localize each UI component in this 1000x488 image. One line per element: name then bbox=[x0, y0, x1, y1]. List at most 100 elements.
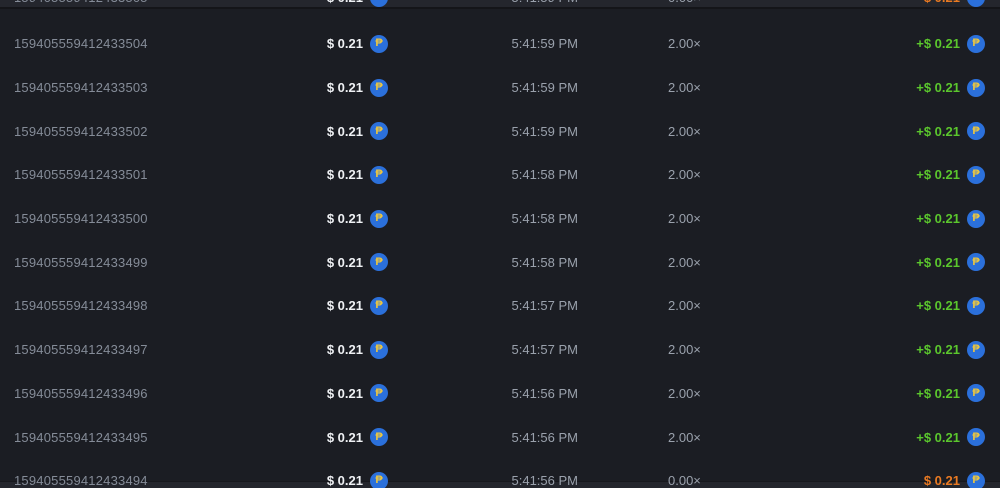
bet-multiplier: 2.00× bbox=[668, 167, 701, 183]
bet-multiplier: 2.00× bbox=[668, 429, 701, 445]
peso-coin-icon: ₱ bbox=[370, 0, 388, 7]
bet-multiplier: 0.00× bbox=[668, 0, 828, 5]
bet-payout: +$ 0.21 ₱ bbox=[828, 384, 1000, 403]
bet-amount: $ 0.21 ₱ bbox=[280, 428, 388, 447]
bet-payout: +$ 0.21 ₱ bbox=[828, 428, 1000, 447]
bet-row[interactable]: 159405559412433496 $ 0.21 ₱ 5:41:56 PM 2… bbox=[0, 372, 1000, 416]
bet-row[interactable]: 159405559412433505 $ 0.21 ₱ 5:41:59 PM 0… bbox=[0, 0, 1000, 7]
bet-time: 5:41:58 PM bbox=[511, 211, 579, 227]
peso-coin-icon: ₱ bbox=[370, 78, 388, 97]
bet-amount: $ 0.21 ₱ bbox=[280, 165, 388, 184]
peso-coin-icon: ₱ bbox=[370, 122, 388, 141]
bet-multiplier: 2.00× bbox=[668, 211, 701, 227]
bet-multiplier: 2.00× bbox=[668, 36, 701, 52]
bet-amount-value: $ 0.21 bbox=[327, 0, 363, 5]
bet-payout-value: +$ 0.21 bbox=[916, 167, 960, 183]
bet-time: 5:41:58 PM bbox=[511, 167, 579, 183]
bet-id: 159405559412433497 bbox=[14, 342, 148, 358]
bet-amount: $ 0.21 ₱ bbox=[280, 340, 388, 359]
bet-payout: +$ 0.21 ₱ bbox=[828, 296, 1000, 315]
bet-payout-value: +$ 0.21 bbox=[916, 211, 960, 227]
peso-coin-icon: ₱ bbox=[967, 384, 985, 403]
bet-row[interactable]: 159405559412433501 $ 0.21 ₱ 5:41:58 PM 2… bbox=[0, 153, 1000, 197]
bet-amount-value: $ 0.21 bbox=[326, 36, 363, 52]
bet-multiplier: 2.00× bbox=[668, 254, 701, 270]
bet-multiplier: 2.00× bbox=[668, 123, 701, 139]
bet-id: 159405559412433494 bbox=[14, 473, 148, 488]
bet-payout: $ 0.21 ₱ bbox=[828, 471, 1000, 488]
bet-amount-value: $ 0.21 bbox=[326, 429, 363, 445]
peso-coin-icon: ₱ bbox=[370, 296, 388, 315]
bet-id: 159405559412433499 bbox=[14, 254, 148, 270]
bet-row[interactable]: 159405559412433494 $ 0.21 ₱ 5:41:56 PM 0… bbox=[0, 459, 1000, 488]
clipped-row-top: 159405559412433505 $ 0.21 ₱ 5:41:59 PM 0… bbox=[0, 0, 1000, 9]
bet-multiplier: 2.00× bbox=[668, 80, 701, 96]
bet-time: 5:41:56 PM bbox=[511, 429, 579, 445]
bet-id: 159405559412433504 bbox=[14, 36, 148, 52]
peso-coin-icon: ₱ bbox=[967, 78, 985, 97]
bet-time: 5:41:59 PM bbox=[511, 36, 579, 52]
peso-coin-icon: ₱ bbox=[967, 0, 985, 7]
bet-amount-value: $ 0.21 bbox=[326, 342, 363, 358]
peso-coin-icon: ₱ bbox=[370, 253, 388, 272]
bet-payout: +$ 0.21 ₱ bbox=[828, 253, 1000, 272]
bet-payout-value: +$ 0.21 bbox=[916, 36, 960, 52]
bet-amount: $ 0.21 ₱ bbox=[280, 209, 388, 228]
bet-payout-value: +$ 0.21 bbox=[916, 123, 960, 139]
bet-amount: $ 0.21 ₱ bbox=[280, 384, 388, 403]
bet-row[interactable]: 159405559412433503 $ 0.21 ₱ 5:41:59 PM 2… bbox=[0, 66, 1000, 110]
bet-time: 5:41:58 PM bbox=[511, 254, 579, 270]
peso-coin-icon: ₱ bbox=[967, 296, 985, 315]
peso-coin-icon: ₱ bbox=[370, 340, 388, 359]
bet-time: 5:41:57 PM bbox=[511, 342, 579, 358]
peso-coin-icon: ₱ bbox=[967, 471, 985, 488]
bet-payout: +$ 0.21 ₱ bbox=[828, 209, 1000, 228]
peso-coin-icon: ₱ bbox=[370, 165, 388, 184]
peso-coin-icon: ₱ bbox=[967, 253, 985, 272]
bet-multiplier: 2.00× bbox=[668, 298, 701, 314]
bet-payout: +$ 0.21 ₱ bbox=[828, 34, 1000, 53]
peso-coin-icon: ₱ bbox=[967, 209, 985, 228]
bet-row[interactable]: 159405559412433502 $ 0.21 ₱ 5:41:59 PM 2… bbox=[0, 109, 1000, 153]
bet-id: 159405559412433501 bbox=[14, 167, 148, 183]
bet-payout: +$ 0.21 ₱ bbox=[828, 165, 1000, 184]
bet-multiplier: 2.00× bbox=[668, 385, 701, 401]
bet-amount-value: $ 0.21 bbox=[326, 80, 363, 96]
bet-id: 159405559412433495 bbox=[14, 429, 148, 445]
bet-time: 5:41:56 PM bbox=[511, 473, 579, 488]
peso-coin-icon: ₱ bbox=[370, 209, 388, 228]
bet-row[interactable]: 159405559412433504 $ 0.21 ₱ 5:41:59 PM 2… bbox=[0, 22, 1000, 66]
bet-id: 159405559412433503 bbox=[14, 80, 148, 96]
bet-amount-value: $ 0.21 bbox=[326, 167, 363, 183]
peso-coin-icon: ₱ bbox=[967, 34, 985, 53]
bet-id: 159405559412433500 bbox=[14, 211, 148, 227]
bet-payout: +$ 0.21 ₱ bbox=[828, 78, 1000, 97]
peso-coin-icon: ₱ bbox=[370, 471, 388, 488]
bet-amount: $ 0.21 ₱ bbox=[280, 122, 388, 141]
bet-payout-value: +$ 0.21 bbox=[916, 385, 960, 401]
peso-coin-icon: ₱ bbox=[967, 165, 985, 184]
bet-row[interactable]: 159405559412433498 $ 0.21 ₱ 5:41:57 PM 2… bbox=[0, 284, 1000, 328]
bet-time: 5:41:57 PM bbox=[511, 298, 579, 314]
bet-row[interactable]: 159405559412433497 $ 0.21 ₱ 5:41:57 PM 2… bbox=[0, 328, 1000, 372]
peso-coin-icon: ₱ bbox=[967, 122, 985, 141]
bet-payout-value: +$ 0.21 bbox=[916, 254, 960, 270]
bet-row[interactable]: 159405559412433495 $ 0.21 ₱ 5:41:56 PM 2… bbox=[0, 415, 1000, 459]
bet-amount-value: $ 0.21 bbox=[326, 254, 363, 270]
bet-multiplier: 2.00× bbox=[668, 342, 701, 358]
bet-row[interactable]: 159405559412433499 $ 0.21 ₱ 5:41:58 PM 2… bbox=[0, 240, 1000, 284]
bet-payout-value: +$ 0.21 bbox=[916, 342, 960, 358]
bet-payout: $ 0.21 ₱ bbox=[828, 0, 1000, 7]
peso-coin-icon: ₱ bbox=[967, 428, 985, 447]
bet-amount: $ 0.21 ₱ bbox=[280, 471, 388, 488]
bet-payout-value: $ 0.21 bbox=[924, 0, 960, 5]
bet-amount: $ 0.21 ₱ bbox=[280, 253, 388, 272]
bet-row[interactable]: 159405559412433500 $ 0.21 ₱ 5:41:58 PM 2… bbox=[0, 197, 1000, 241]
bet-time: 5:41:59 PM bbox=[511, 80, 579, 96]
bet-amount: $ 0.21 ₱ bbox=[280, 34, 388, 53]
bet-amount-value: $ 0.21 bbox=[326, 298, 363, 314]
bet-amount: $ 0.21 ₱ bbox=[280, 296, 388, 315]
peso-coin-icon: ₱ bbox=[370, 428, 388, 447]
